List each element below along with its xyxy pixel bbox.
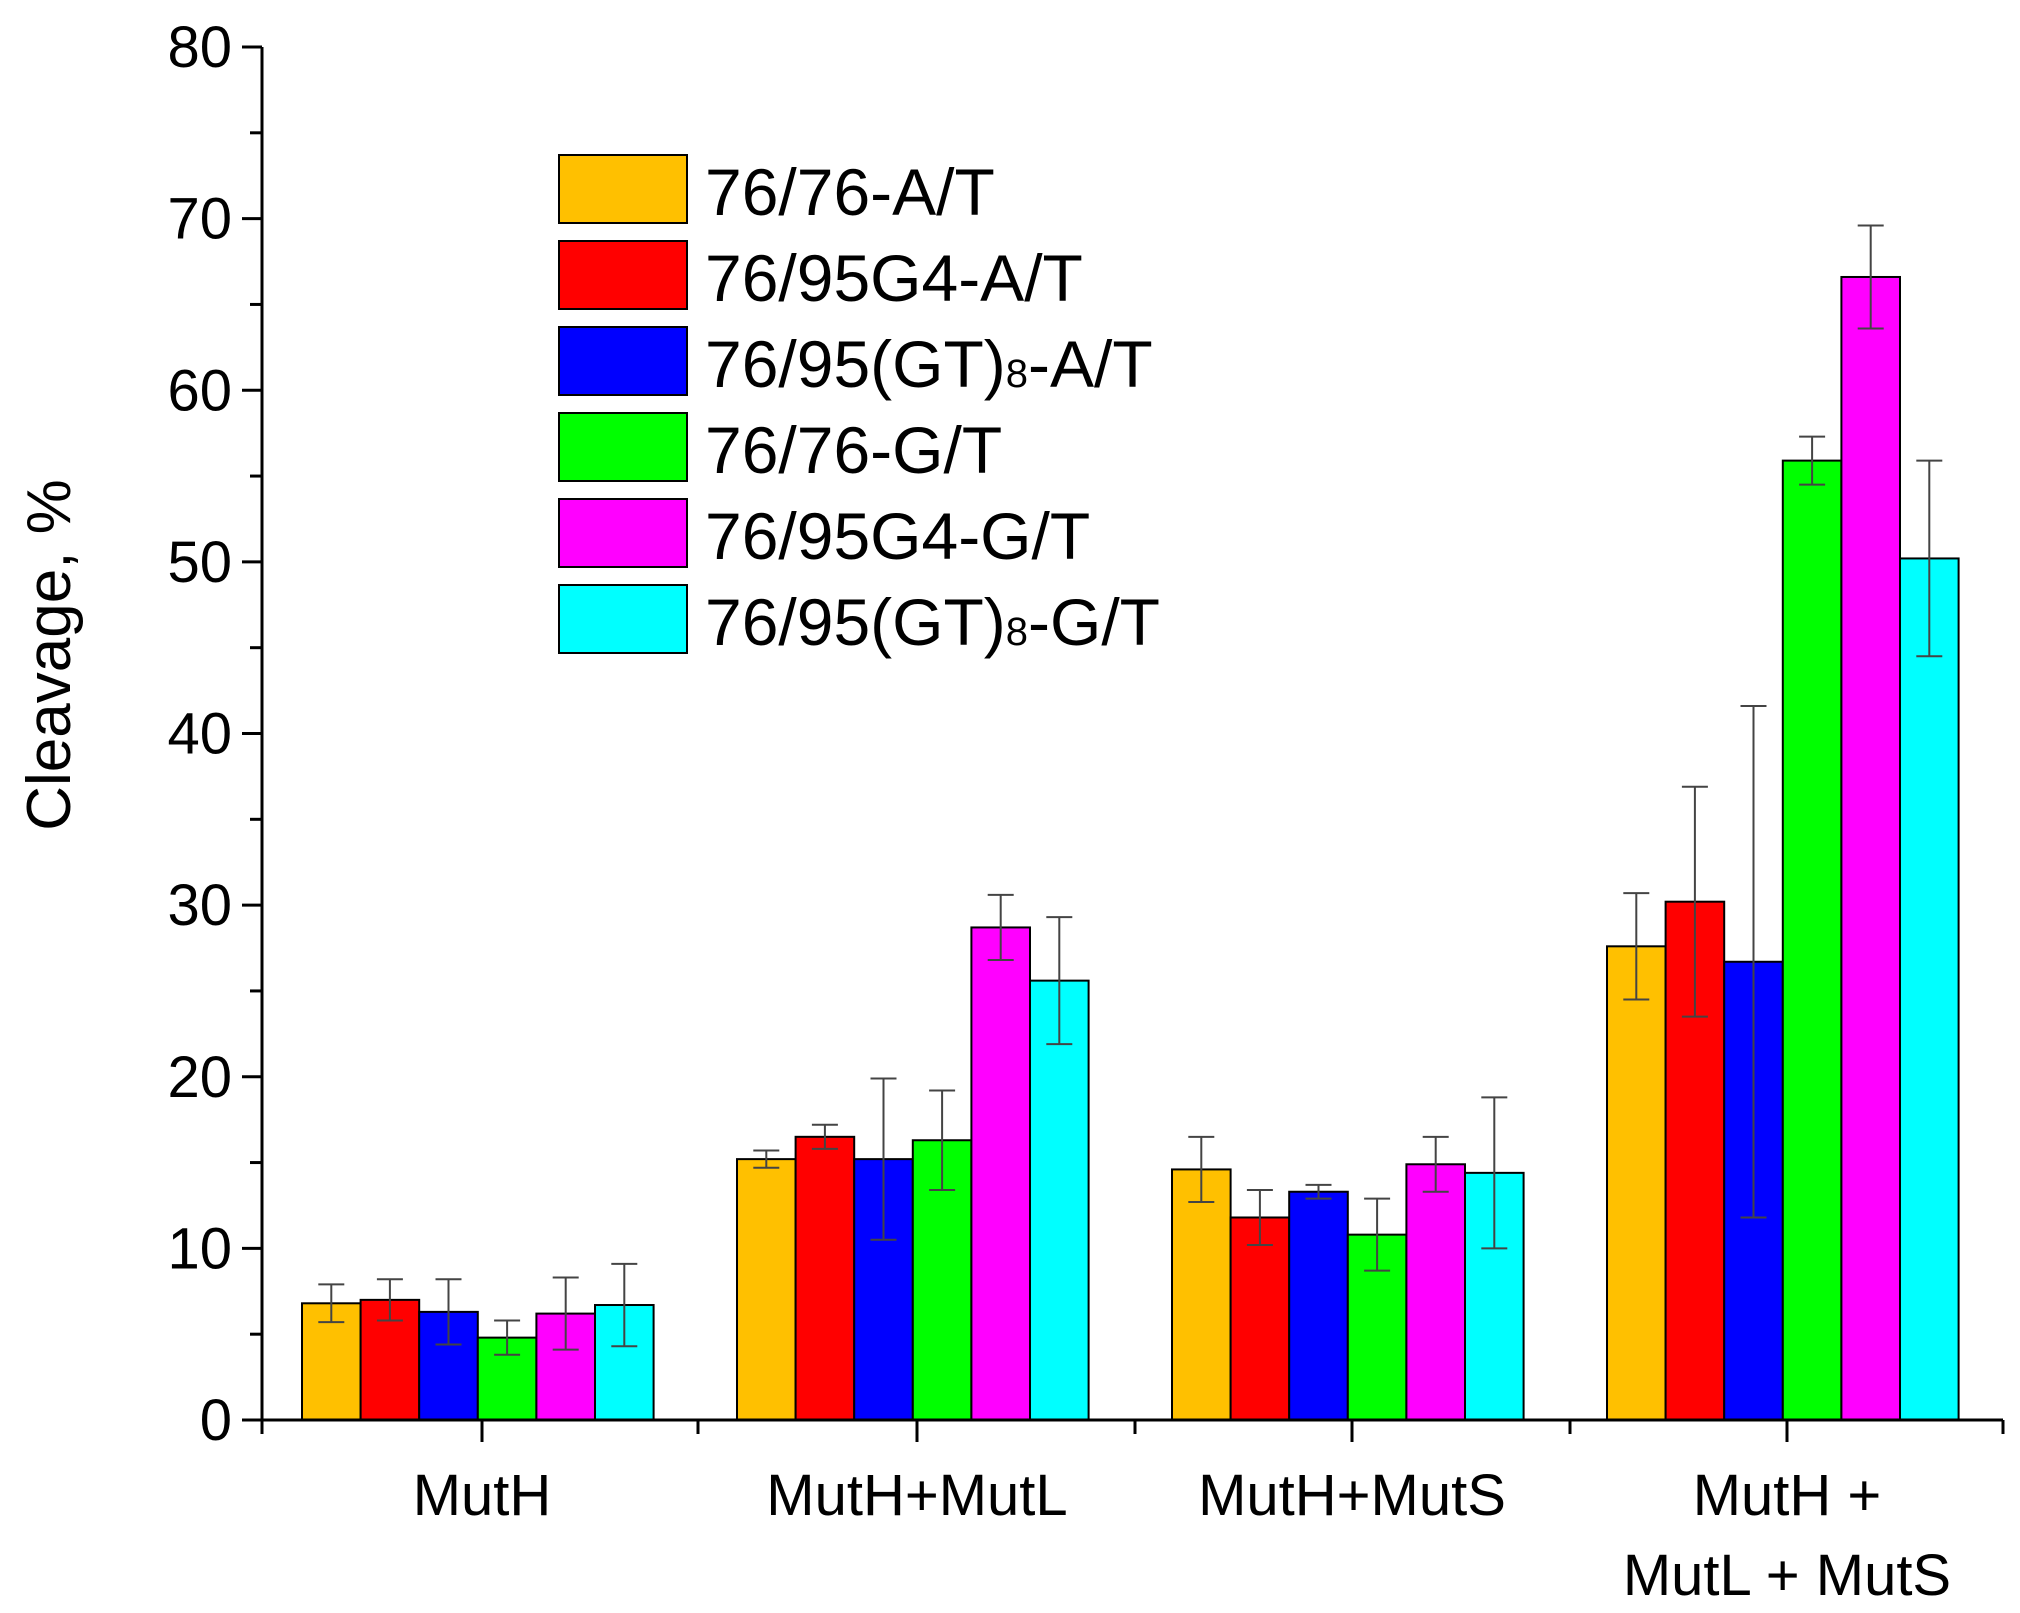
error-bar-6-2 (1046, 916, 1073, 1046)
bar-3-3 (1288, 1190, 1349, 1422)
y-tick-label-80: 80 (167, 15, 232, 80)
error-bar-4-2 (929, 1089, 956, 1192)
legend: 76/76-A/T 76/95G4-A/T 76/95(GT)8-A/T 76/76-… (558, 154, 1160, 659)
error-bar-5-3 (1422, 1135, 1449, 1193)
legend-label-2: 76/95G4-A/T (705, 241, 1083, 315)
axes: 0 10 20 30 40 50 60 70 80 MutH MutH+MutL MutH+MutS M… (167, 15, 2005, 1608)
y-tick-label-70: 70 (167, 187, 232, 252)
category-label-2: MutH+MutL (766, 1463, 1067, 1528)
error-bar-2-3 (1246, 1189, 1273, 1246)
plot-area (301, 224, 1960, 1422)
error-bar-5-1 (552, 1276, 579, 1351)
bar-4-2 (911, 1139, 973, 1421)
y-tick-label-30: 30 (167, 873, 232, 938)
legend-swatch-5 (558, 498, 688, 568)
bar-2-3 (1229, 1216, 1291, 1422)
y-tick-label-40: 40 (167, 702, 232, 767)
bar-5-3 (1405, 1163, 1467, 1422)
error-bar-1-4 (1623, 892, 1650, 1001)
bar-5-4 (1840, 275, 1902, 1421)
error-bar-6-3 (1481, 1096, 1508, 1250)
category-label-4-line-1: MutH + (1693, 1463, 1882, 1528)
error-bar-3-3 (1305, 1183, 1332, 1200)
error-bar-4-1 (494, 1319, 521, 1356)
legend-swatch-3 (558, 326, 688, 396)
bar-1-4 (1606, 945, 1667, 1421)
error-bar-3-1 (435, 1278, 462, 1346)
legend-label-1: 76/76-A/T (705, 155, 995, 229)
legend-swatch-2 (558, 240, 688, 310)
error-bar-4-3 (1364, 1197, 1391, 1272)
bar-1-3 (1171, 1168, 1232, 1421)
y-tick-label-50: 50 (167, 530, 232, 595)
error-bar-3-2 (870, 1077, 897, 1241)
error-bar-2-1 (376, 1278, 403, 1322)
y-tick-label-20: 20 (167, 1045, 232, 1110)
error-bar-3-4 (1740, 705, 1767, 1219)
category-label-4-line-2: MutL + MutS (1623, 1543, 1951, 1608)
error-bar-6-4 (1916, 459, 1943, 658)
legend-label-3: 76/95(GT)8-A/T (705, 327, 1153, 401)
y-tick-label-0: 0 (200, 1388, 232, 1453)
error-bar-6-1 (611, 1262, 638, 1348)
bar-5-2 (970, 926, 1032, 1422)
legend-label-5: 76/95G4-G/T (705, 499, 1090, 573)
legend-swatch-1 (558, 154, 688, 224)
bar-6-2 (1029, 979, 1090, 1421)
error-bar-1-3 (1188, 1135, 1215, 1204)
error-bar-2-4 (1681, 785, 1708, 1018)
bar-1-2 (736, 1158, 797, 1421)
legend-label-6: 76/95(GT)8-G/T (705, 585, 1160, 659)
error-bar-1-2 (753, 1149, 780, 1169)
y-tick-label-10: 10 (167, 1216, 232, 1281)
bar-2-2 (794, 1135, 856, 1421)
error-bar-2-2 (811, 1123, 838, 1150)
error-bar-5-4 (1857, 224, 1884, 330)
error-bar-4-4 (1799, 435, 1826, 486)
bar-6-4 (1899, 557, 1960, 1421)
category-label-3: MutH+MutS (1198, 1463, 1506, 1528)
category-label-1: MutH (413, 1463, 552, 1528)
error-bar-5-2 (987, 893, 1014, 962)
y-tick-label-60: 60 (167, 358, 232, 423)
legend-swatch-6 (558, 584, 688, 654)
legend-swatch-4 (558, 412, 688, 482)
error-bar-1-1 (318, 1283, 345, 1324)
bar-4-4 (1781, 459, 1843, 1421)
y-axis-label: Cleavage, % (15, 479, 84, 831)
legend-label-4: 76/76-G/T (705, 413, 1002, 487)
